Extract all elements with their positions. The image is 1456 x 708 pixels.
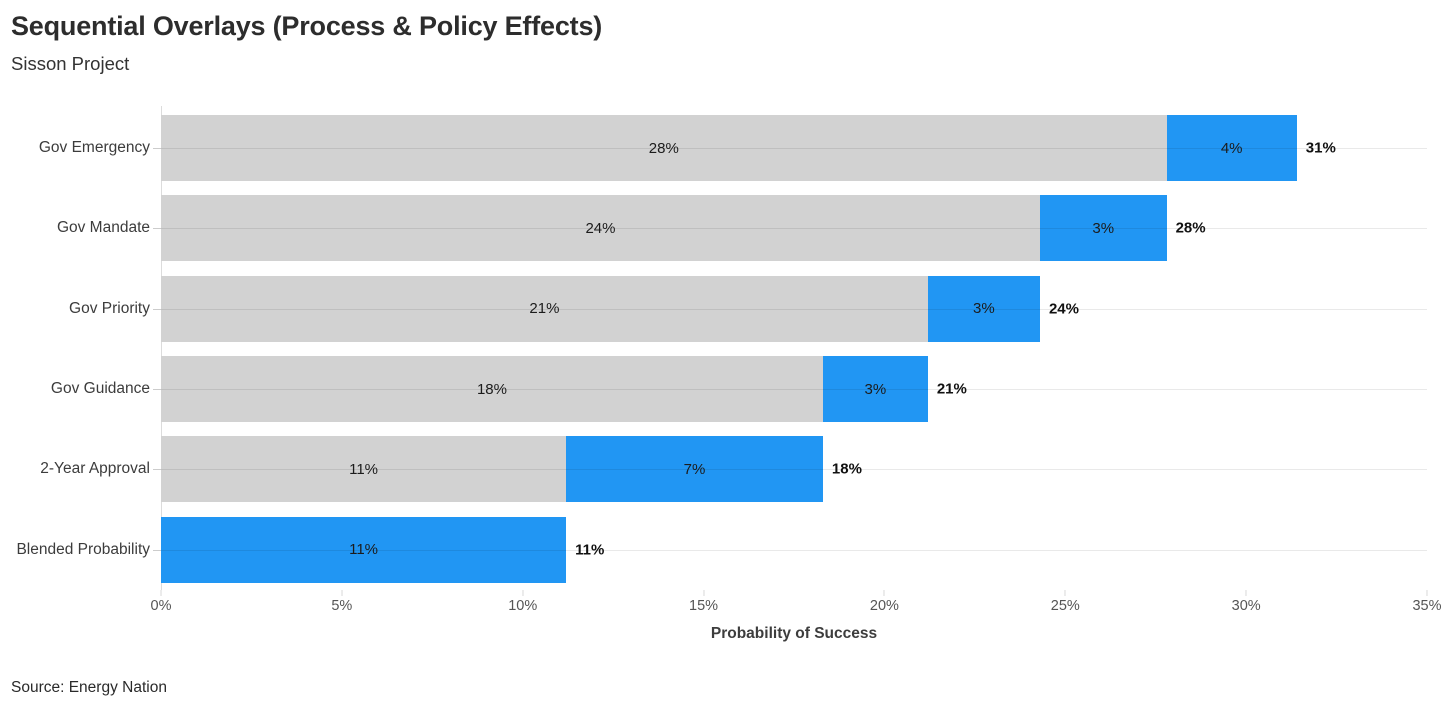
total-label: 31% [1305, 139, 1336, 157]
category-label: 2-Year Approval [40, 460, 150, 478]
x-tick-label: 30% [1231, 598, 1261, 614]
row-plot-area: 21% 3% 24% [161, 269, 1427, 349]
bar-segment-overlay: 3% [822, 356, 928, 423]
bar-segment-overlay: 11% [161, 516, 567, 583]
bar-segment-base: 11% [161, 436, 567, 503]
total-label: 18% [831, 460, 862, 478]
segment-value-label: 3% [864, 380, 887, 398]
segment-value-label: 18% [476, 380, 507, 398]
segment-value-label: 11% [349, 541, 379, 559]
x-tick-mark [1245, 590, 1247, 596]
segment-value-label: 3% [973, 300, 995, 318]
x-tick-mark [703, 590, 705, 596]
chart-title: Sequential Overlays (Process & Policy Ef… [11, 11, 603, 41]
segment-value-label: 11% [349, 460, 379, 478]
total-label: 28% [1175, 219, 1206, 237]
bar-row: Gov Emergency 28% 4% 31% [0, 108, 1456, 188]
segment-value-label: 21% [529, 300, 560, 318]
x-tick-mark [160, 590, 162, 596]
x-axis: 0% 5% 10% 15% 20% 25% 30% 35% [151, 590, 1442, 620]
y-tick-mark [153, 389, 161, 391]
y-tick-mark [153, 469, 161, 471]
category-label: Gov Mandate [56, 219, 150, 237]
bar-segment-overlay: 3% [927, 275, 1040, 342]
y-tick-mark [153, 228, 161, 230]
row-plot-area: 18% 3% 21% [161, 349, 1427, 429]
segment-value-label: 7% [683, 460, 706, 478]
row-plot-area: 24% 3% 28% [161, 188, 1427, 268]
category-label: Gov Priority [69, 299, 150, 317]
y-axis-line [161, 106, 162, 590]
x-tick-mark [883, 590, 885, 596]
x-tick: 0% [150, 590, 172, 614]
total-label: 24% [1048, 300, 1079, 318]
total-label: 11% [575, 541, 605, 559]
x-tick: 20% [870, 590, 899, 614]
row-plot-area: 28% 4% 31% [161, 108, 1427, 188]
total-label: 21% [936, 380, 967, 398]
bar-row: Gov Mandate 24% 3% 28% [0, 188, 1456, 268]
x-tick: 30% [1232, 590, 1261, 614]
x-tick: 10% [508, 590, 537, 614]
row-plot-area: 11% 7% 18% [161, 429, 1427, 509]
bar-segment-base: 24% [161, 195, 1040, 262]
segment-value-label: 28% [648, 139, 679, 157]
bar-segment-overlay: 4% [1166, 115, 1297, 182]
x-tick-mark [341, 590, 343, 596]
category-label: Gov Emergency [38, 139, 150, 157]
x-tick: 25% [1051, 590, 1080, 614]
x-tick: 15% [689, 590, 718, 614]
y-tick-mark [153, 549, 161, 551]
x-tick-label: 20% [869, 598, 899, 614]
bar-row: 2-Year Approval 11% 7% 18% [0, 429, 1456, 509]
category-label: Gov Guidance [50, 380, 150, 398]
y-tick-mark [153, 148, 161, 150]
source-note: Source: Energy Nation [11, 679, 167, 696]
x-tick-label: 0% [150, 598, 172, 614]
row-plot-area: 11% 11% [161, 510, 1427, 590]
x-tick-label: 35% [1412, 598, 1442, 614]
x-axis-title: Probability of Success [710, 625, 878, 642]
bar-row: Gov Priority 21% 3% 24% [0, 269, 1456, 349]
x-tick-mark [522, 590, 524, 596]
segment-value-label: 3% [1092, 219, 1115, 237]
x-tick-mark [1064, 590, 1066, 596]
chart-subtitle: Sisson Project [11, 53, 130, 74]
category-label: Blended Probability [16, 540, 150, 558]
x-tick-mark [1426, 590, 1428, 596]
segment-value-label: 4% [1220, 139, 1243, 157]
bar-segment-base: 21% [161, 275, 928, 342]
bar-row: Gov Guidance 18% 3% 21% [0, 349, 1456, 429]
bar-row: Blended Probability 11% 11% [0, 510, 1456, 590]
y-tick-mark [153, 308, 161, 310]
bar-segment-base: 28% [161, 115, 1167, 182]
x-tick-label: 10% [508, 598, 538, 614]
x-tick: 35% [1412, 590, 1442, 614]
x-tick-label: 25% [1050, 598, 1080, 614]
bar-segment-overlay: 3% [1039, 195, 1167, 262]
x-tick: 5% [331, 590, 352, 614]
x-tick-label: 5% [331, 598, 353, 614]
x-tick-label: 15% [689, 598, 719, 614]
segment-value-label: 24% [585, 219, 616, 237]
bar-segment-overlay: 7% [566, 436, 823, 503]
bar-segment-base: 18% [161, 356, 823, 423]
